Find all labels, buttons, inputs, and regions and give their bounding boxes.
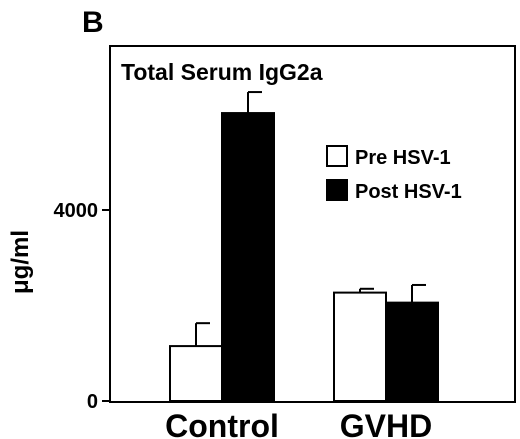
- y-tick-label: 4000: [54, 200, 99, 222]
- panel-label: B: [82, 6, 104, 39]
- bar-post-control: [221, 112, 275, 402]
- x-tick-label: GVHD: [340, 408, 432, 439]
- y-tick-label: 0: [87, 391, 98, 413]
- legend: Pre HSV-1 Post HSV-1: [326, 145, 462, 203]
- bars: [169, 91, 439, 403]
- legend-swatch: [326, 145, 348, 167]
- y-axis-ticks: 0 4000: [54, 200, 110, 413]
- bar-pre-control: [169, 345, 223, 402]
- legend-label: Pre HSV-1: [355, 147, 451, 169]
- y-axis-label: μg/ml: [7, 230, 34, 294]
- x-axis-labels: Control GVHD: [165, 408, 432, 439]
- bar-pre-gvhd: [333, 291, 387, 403]
- bar-post-gvhd: [385, 301, 439, 403]
- plot-frame: [109, 45, 516, 403]
- legend-swatch: [326, 179, 348, 201]
- x-tick-label: Control: [165, 408, 279, 439]
- chart-title: Total Serum IgG2a: [121, 59, 323, 85]
- legend-label: Post HSV-1: [355, 181, 462, 203]
